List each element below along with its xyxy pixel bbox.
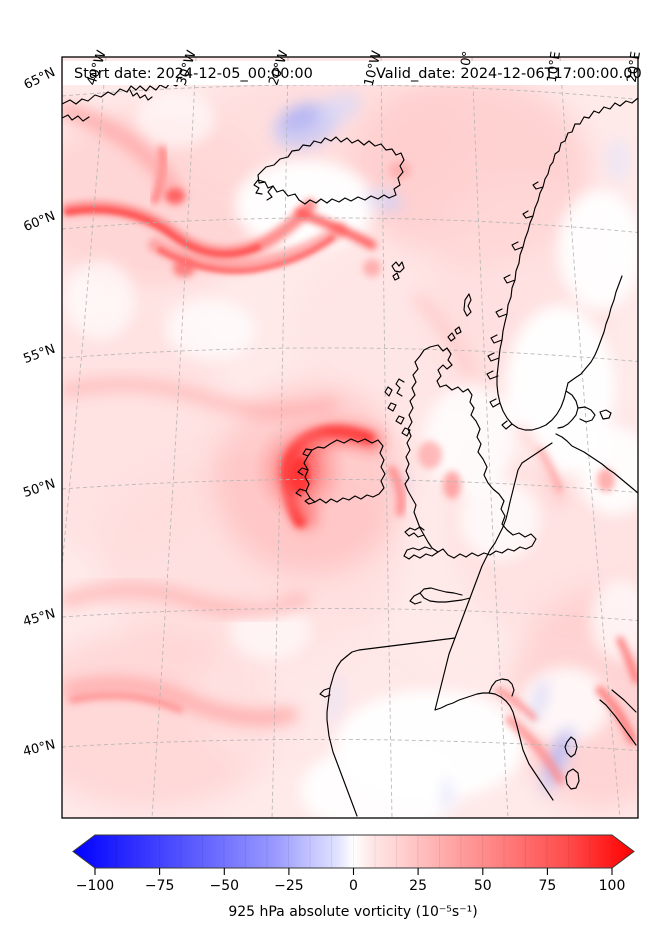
date-banner: Start date: 2024-12-05_00:00:00 Valid_da… xyxy=(63,61,642,85)
field-negative-regions xyxy=(273,92,630,813)
colorbar[interactable]: −100 −75 −50 −25 0 25 50 75 100 925 hPa … xyxy=(72,834,635,920)
map-frame xyxy=(61,56,639,819)
colorbar-ticks xyxy=(94,868,613,875)
cb-tick-label-8: 100 xyxy=(599,878,626,894)
cb-tick-label-6: 50 xyxy=(474,878,492,894)
coastlines xyxy=(62,79,638,817)
cb-tick-label-5: 25 xyxy=(409,878,427,894)
lon-label-5: 10°E xyxy=(545,50,564,83)
colorbar-label: 925 hPa absolute vorticity (10⁻⁵s⁻¹) xyxy=(228,904,477,920)
lon-label-6: 20°E xyxy=(625,50,644,83)
cb-tick-label-0: −100 xyxy=(76,878,114,894)
date-banner-background xyxy=(63,61,637,85)
lon-label-4: 0° xyxy=(459,50,476,67)
cb-tick-label-1: −75 xyxy=(145,878,175,894)
cb-tick-label-3: −25 xyxy=(274,878,304,894)
cb-tick-label-4: 0 xyxy=(349,878,358,894)
start-date-label: Start date: 2024-12-05_00:00:00 xyxy=(74,66,313,82)
storm-vorticity-core xyxy=(215,385,406,575)
cb-tick-label-7: 75 xyxy=(538,878,556,894)
colorbar-bin-edges xyxy=(116,835,591,868)
field-positive-filaments xyxy=(62,102,638,785)
valid-date-label: Valid_date: 2024-12-06T17:00:00.00 xyxy=(376,66,642,82)
map-panel[interactable]: Start date: 2024-12-05_00:00:00 Valid_da… xyxy=(10,48,659,835)
graticule xyxy=(62,57,638,818)
colorbar-tick-labels: −100 −75 −50 −25 0 25 50 75 100 xyxy=(76,878,626,894)
cb-tick-label-2: −50 xyxy=(210,878,240,894)
vorticity-field xyxy=(62,57,638,818)
